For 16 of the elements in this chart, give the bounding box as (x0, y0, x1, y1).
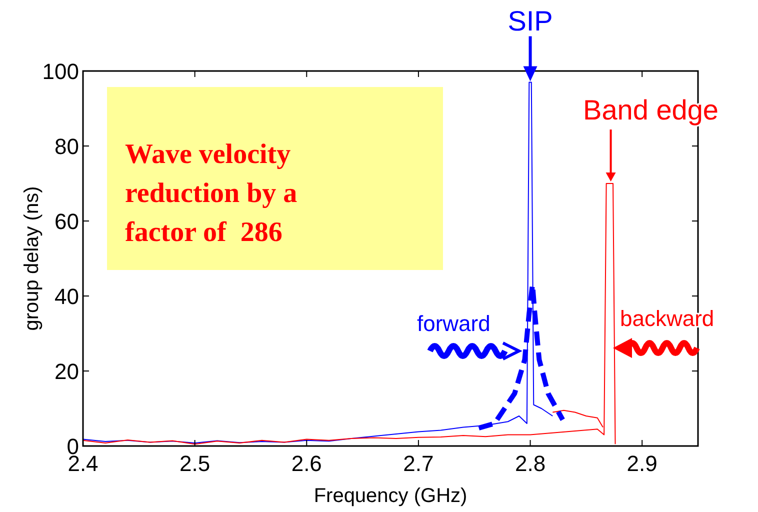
y-tick-label: 80 (54, 134, 79, 159)
text-box: Wave velocity reduction by a factor of 286 (107, 87, 443, 270)
y-tick-label: 100 (42, 59, 79, 84)
annotation: SIP (508, 5, 553, 36)
y-axis-title: group delay (ns) (21, 186, 43, 331)
x-tick-label: 2.5 (180, 451, 210, 476)
y-tick-label: 60 (54, 209, 79, 234)
annotation: forward (417, 311, 490, 336)
x-tick-label: 2.8 (514, 451, 546, 476)
x-axis-title: Frequency (GHz) (314, 485, 468, 507)
y-tick-label: 40 (54, 284, 79, 309)
annotation: Wave velocity reduction by a factor of 286 (125, 139, 298, 248)
x-tick-label: 2.9 (626, 451, 658, 476)
y-tick-label: 20 (54, 359, 79, 384)
x-tick-label: 2.6 (291, 451, 322, 476)
x-tick-label: 2.7 (403, 451, 434, 476)
